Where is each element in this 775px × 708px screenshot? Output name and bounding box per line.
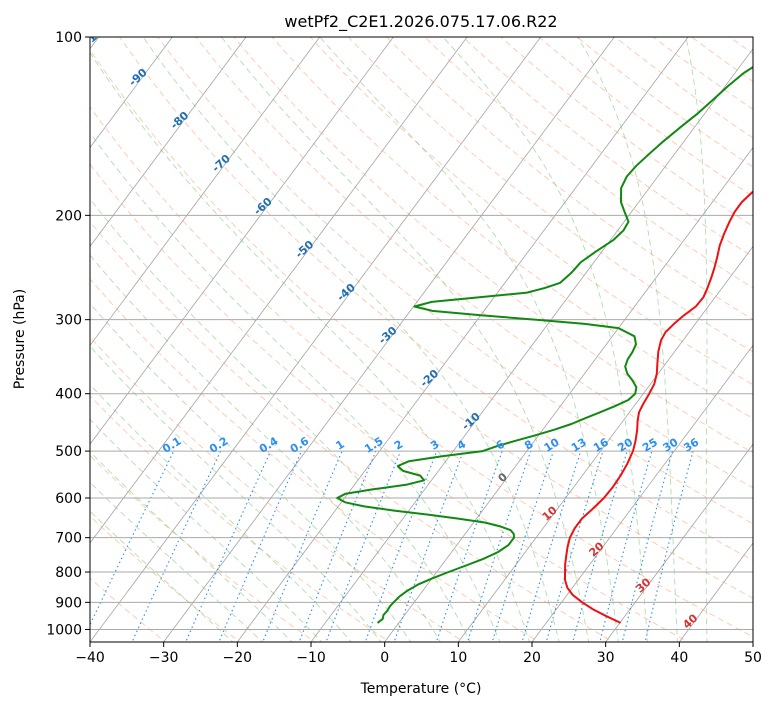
moist-adiabat-line	[90, 383, 352, 642]
mixing-ratio-line	[545, 450, 604, 642]
y-tick-label: 900	[55, 595, 82, 611]
y-tick-label: 300	[55, 313, 82, 329]
isotherm-line	[90, 37, 321, 347]
isotherm-line	[90, 37, 394, 445]
isotherm-line	[310, 48, 753, 642]
mixing-ratio-line	[572, 450, 628, 642]
y-tick-label: 600	[55, 491, 82, 507]
y-tick-label: 500	[55, 444, 82, 460]
x-tick-label: −30	[149, 650, 179, 666]
isotherm-line	[605, 443, 753, 642]
mixing-ratio-line	[521, 450, 582, 642]
dry-adiabat-line	[271, 37, 753, 419]
dry-adiabat-line	[90, 163, 690, 642]
moist-adiabat-line	[90, 254, 441, 642]
moist-adiabat-line	[90, 345, 382, 642]
chart-title: wetPf2_C2E1.2026.075.17.06.R22	[284, 12, 557, 32]
mixing-ratio-line	[185, 450, 272, 642]
y-axis-label: Pressure (hPa)	[12, 289, 28, 389]
mixing-ratio-line	[644, 450, 694, 642]
isotherm-line	[90, 37, 247, 248]
isotherm-line	[457, 245, 753, 642]
dry-adiabat-line	[233, 37, 753, 454]
dry-adiabat-line	[309, 37, 753, 386]
isotherm-line	[90, 37, 542, 642]
pressure-grid	[90, 37, 753, 630]
temperature-profile	[564, 190, 753, 624]
x-tick-label: 20	[523, 650, 541, 666]
isotherm-line	[90, 37, 173, 149]
x-tick-label: −20	[223, 650, 253, 666]
sounding-profiles	[336, 65, 753, 624]
plot-frame	[89, 36, 754, 643]
x-tick-label: 30	[597, 650, 615, 666]
isotherm-line	[531, 344, 753, 642]
dry-adiabat-line	[424, 37, 753, 289]
mixing-ratio-line	[131, 450, 222, 642]
mixing-ratio-line	[218, 450, 302, 642]
isotherm-line	[163, 37, 615, 642]
x-tick-label: −40	[75, 650, 105, 666]
y-tick-label: 1000	[46, 622, 82, 638]
y-tick-label: 700	[55, 531, 82, 547]
x-tick-label: 0	[380, 650, 389, 666]
y-tick-label: 100	[55, 30, 82, 46]
mixing-ratio-line	[621, 450, 673, 642]
x-tick-label: 40	[670, 650, 688, 666]
moist-adiabat-line	[90, 418, 323, 642]
moist-adiabat-line	[90, 451, 293, 642]
dry-adiabat-line	[90, 106, 753, 638]
axis-ticks: −40 −30 −20 −10 0 10 20 30 40 50 100 200 300 400 500 60…	[46, 30, 762, 666]
mixing-ratio-line	[393, 450, 464, 642]
y-tick-label: 400	[55, 387, 82, 403]
isotherm-line	[384, 146, 753, 642]
mixing-ratio-line	[435, 450, 503, 642]
y-tick-label: 800	[55, 565, 82, 581]
isotherm-line	[90, 37, 468, 544]
mixing-ratio-line	[599, 450, 653, 642]
moist-adiabat-line	[90, 481, 264, 642]
x-tick-label: 10	[449, 650, 467, 666]
x-tick-label: 50	[744, 650, 762, 666]
dewpoint-profile	[336, 65, 753, 624]
x-tick-label: −10	[296, 650, 326, 666]
y-tick-label: 200	[55, 208, 82, 224]
x-axis-label: Temperature (°C)	[360, 681, 482, 697]
moist-adiabat-line	[90, 198, 471, 642]
dry-adiabat-line	[90, 49, 753, 599]
